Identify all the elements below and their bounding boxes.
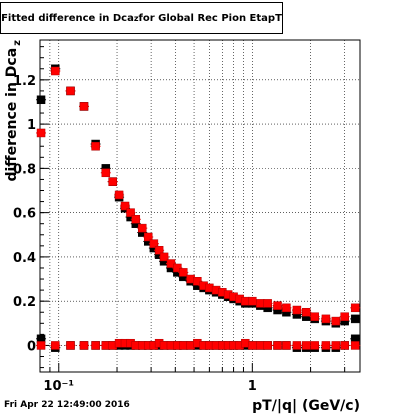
data-point [51,66,60,76]
data-point [350,314,360,324]
data-point [248,296,257,306]
data-point [173,263,182,273]
data-point [302,341,311,350]
data-point [263,299,272,308]
x-tick-label: 10⁻¹ [43,379,74,394]
data-point [331,341,341,350]
data-point [193,277,202,286]
data-point [340,341,349,350]
data-point [79,341,89,350]
data-point [310,341,319,350]
chart-title: Fitted difference in Dca z for Global Rec… [0,2,283,34]
y-tick-label: 0.2 [13,295,36,310]
data-point [36,128,46,138]
data-point [91,341,100,350]
data-point [321,341,331,350]
data-point [154,246,164,255]
y-tick-label: 0 [27,339,36,354]
data-point [131,215,141,224]
data-point [66,341,75,350]
y-tick-label: 0.8 [13,162,36,177]
data-point [340,312,349,321]
chart-title-subscript: z [133,13,139,23]
y-tick-label: 0.6 [13,207,36,222]
data-point [302,307,311,317]
data-point [149,239,159,248]
y-axis-title-subscript: z [12,40,23,46]
y-axis-title: difference in Dca z [4,40,23,182]
data-point [101,168,111,178]
data-point [144,232,153,242]
data-point [120,201,130,211]
data-point [310,312,319,321]
data-point [91,141,100,151]
data-point [263,341,272,350]
data-point [273,341,282,350]
data-point [321,314,331,324]
data-point [350,303,360,313]
data-point [179,268,188,277]
chart-title-main: Fitted difference in Dca [1,12,134,24]
data-point [166,259,176,268]
footer-timestamp: Fri Apr 22 12:49:00 2016 [4,400,130,410]
data-point [108,177,117,186]
data-point [159,252,169,262]
data-point [282,341,291,350]
chart-title-tail: for Global Rec Pion EtapT [138,12,282,24]
data-point [248,341,257,350]
data-point [331,316,341,326]
data-point [66,86,75,96]
data-point [36,341,46,350]
data-point [51,341,60,350]
data-point [282,303,291,313]
y-axis-title-main: difference in Dca [4,48,20,182]
y-tick-label: 1.2 [13,74,36,89]
x-tick-label: 1 [248,379,257,394]
x-axis-title: pT/|q| (GeV/c) [252,398,360,414]
data-point [350,341,360,350]
data-point [114,190,124,200]
data-point [292,341,302,350]
data-point [292,305,302,315]
data-point [138,223,147,233]
data-point [36,95,46,105]
data-point [126,208,135,217]
y-tick-label: 1 [27,118,36,133]
data-point [79,102,89,111]
data-point [273,301,282,310]
y-tick-label: 0.4 [13,251,36,266]
